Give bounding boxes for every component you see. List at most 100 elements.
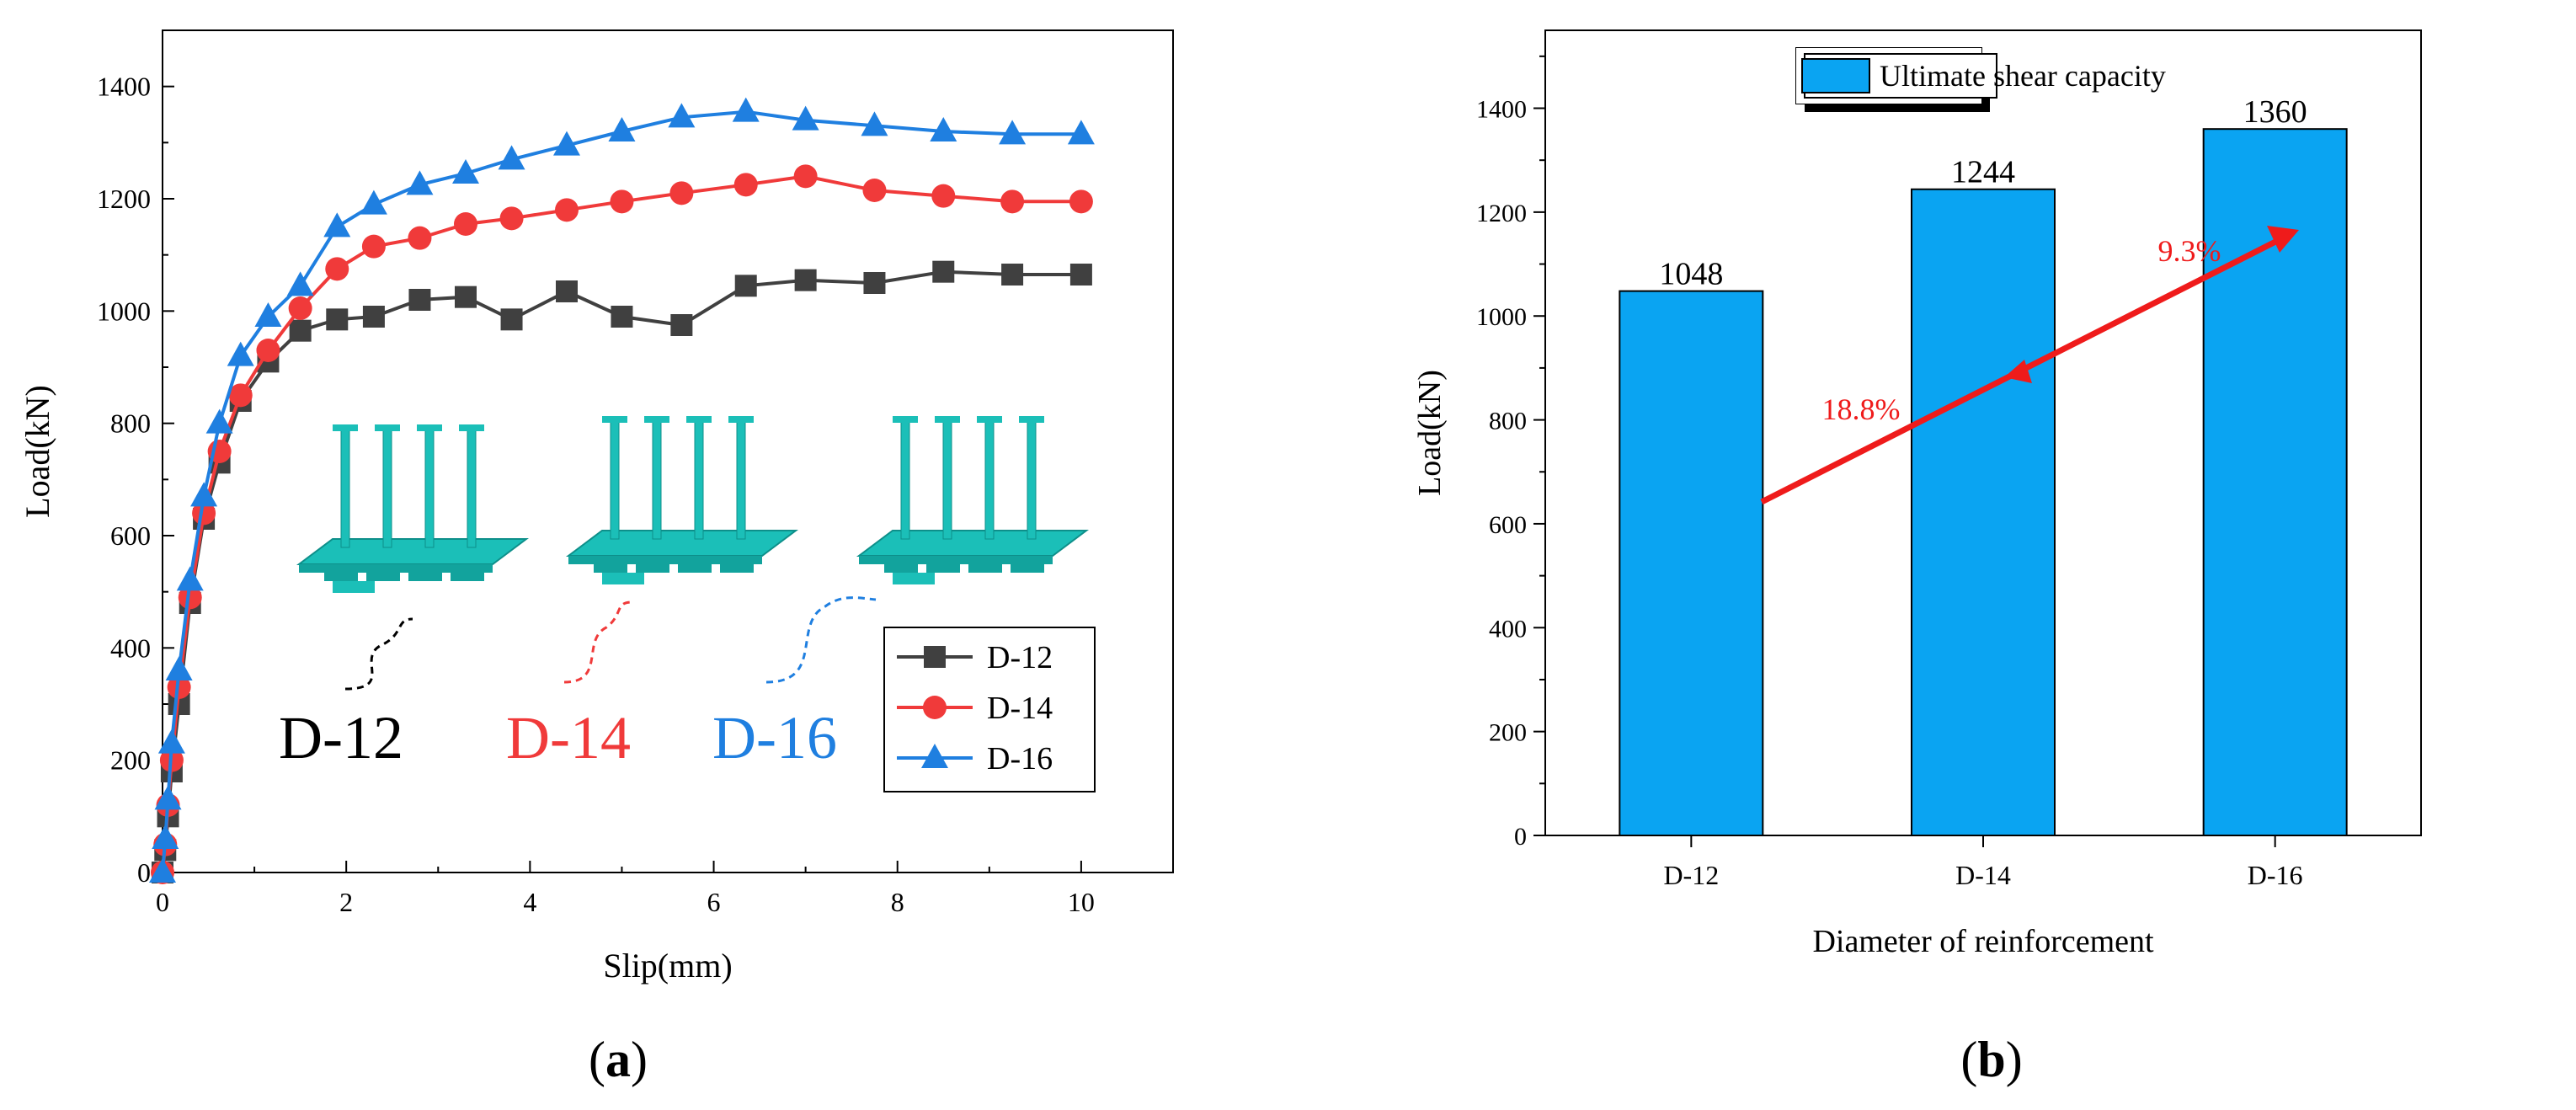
- specimen-models: [296, 416, 1089, 593]
- leader-line-d14: [563, 600, 632, 684]
- y-tick-label-b: 1200: [1476, 200, 1527, 227]
- data-point-d-14: [733, 173, 758, 197]
- y-tick-label-a: 200: [110, 745, 151, 776]
- data-point-d-16: [323, 212, 351, 237]
- y-tick-label-a: 600: [110, 520, 151, 551]
- x-tick-label-a: 6: [707, 887, 721, 917]
- data-point-d-12: [362, 306, 385, 328]
- data-point-d-16: [205, 408, 233, 434]
- data-point-d-16: [286, 271, 314, 296]
- x-tick-label-b: D-16: [2248, 860, 2303, 890]
- x-tick-label-a: 0: [156, 887, 169, 917]
- data-point-d-12: [670, 314, 693, 336]
- data-point-d-16: [861, 111, 888, 136]
- data-point-d-12: [500, 308, 523, 331]
- x-tick-label-a: 4: [523, 887, 536, 917]
- data-point-d-16: [149, 858, 176, 883]
- y-tick-label-a: 1200: [97, 184, 151, 214]
- data-point-d-14: [325, 257, 349, 281]
- data-point-d-16: [452, 159, 479, 184]
- bar-d-14: [1911, 188, 2056, 836]
- bars-group: 1048 1244 1360: [1619, 94, 2348, 837]
- x-tick-label-a: 2: [339, 887, 353, 917]
- y-axis-label-b: Load(kN): [1412, 370, 1448, 496]
- data-point-d-16: [165, 656, 193, 680]
- data-point-d-14: [454, 212, 477, 236]
- legend-a: D-12 D-14 D-16: [883, 627, 1096, 792]
- data-point-d-14: [256, 339, 280, 362]
- data-point-d-14: [1000, 189, 1025, 214]
- data-point-d-16: [157, 728, 185, 754]
- data-point-d-14: [408, 226, 432, 250]
- data-point-d-14: [610, 189, 634, 214]
- data-point-d-14: [1069, 189, 1093, 214]
- data-point-d-12: [289, 319, 312, 342]
- x-tick-label-b: D-12: [1663, 860, 1719, 890]
- legend-label-d-12: D-12: [987, 640, 1053, 675]
- legend-box-a: [883, 627, 1096, 792]
- data-point-d-14: [288, 296, 312, 320]
- y-tick-label-b: 800: [1489, 408, 1527, 435]
- data-point-d-16: [190, 482, 218, 507]
- legend-label-b: Ultimate shear capacity: [1880, 59, 2166, 93]
- y-tick-label-a: 800: [110, 408, 151, 439]
- y-tick-label-b: 400: [1489, 615, 1527, 643]
- specimen-model: [296, 424, 529, 593]
- data-point-d-16: [553, 131, 580, 156]
- data-point-d-12: [932, 260, 955, 283]
- data-point-d-12: [408, 289, 431, 311]
- data-point-d-14: [178, 585, 202, 610]
- specimen-model: [856, 416, 1089, 584]
- growth-arrow-mid-head: [2004, 360, 2032, 383]
- data-point-d-12: [863, 272, 886, 294]
- data-point-d-16: [254, 302, 282, 327]
- x-tick-label-a: 8: [891, 887, 904, 917]
- growth-arrow-end-head: [2267, 226, 2299, 253]
- data-point-d-12: [1001, 264, 1024, 286]
- annotation-d14: D-14: [506, 704, 631, 771]
- y-tick-label-b: 1000: [1476, 303, 1527, 331]
- y-tick-label-b: 0: [1514, 823, 1527, 851]
- legend-label-d-14: D-14: [987, 691, 1053, 726]
- data-point-d-16: [406, 170, 434, 195]
- panel-label-b: (b): [1960, 1032, 2022, 1087]
- data-point-d-16: [360, 189, 387, 215]
- data-point-d-14: [192, 501, 216, 526]
- y-tick-label-a: 400: [110, 632, 151, 663]
- leader-line-d16: [765, 596, 877, 684]
- data-point-d-14: [555, 198, 579, 222]
- data-point-d-12: [1069, 264, 1092, 286]
- data-point-d-14: [669, 181, 694, 205]
- x-tick-label-b: D-14: [1955, 860, 2011, 890]
- data-point-d-16: [930, 117, 957, 141]
- data-point-d-16: [498, 145, 525, 170]
- pct-increase-2: 9.3%: [2158, 234, 2221, 268]
- legend-b: Ultimate shear capacity: [1795, 47, 2166, 112]
- y-tick-label-a: 1000: [97, 296, 151, 326]
- data-point-d-12: [326, 308, 349, 331]
- data-point-d-12: [455, 286, 477, 308]
- data-point-d-14: [228, 383, 253, 408]
- bar-value-label-d-12: 1048: [1659, 257, 1723, 292]
- legend-marker-d-14: [923, 696, 947, 719]
- data-point-d-14: [361, 234, 386, 259]
- data-point-d-16: [1067, 120, 1095, 145]
- y-axis-label-a: Load(kN): [19, 385, 56, 518]
- data-point-d-14: [793, 164, 818, 189]
- data-point-d-14: [499, 206, 524, 231]
- data-point-d-16: [227, 341, 254, 366]
- y-tick-label-a: 0: [137, 857, 151, 888]
- legend-marker-d-16: [921, 744, 948, 768]
- data-point-d-16: [152, 824, 179, 849]
- y-tick-label-b: 200: [1489, 719, 1527, 747]
- pct-increase-1: 18.8%: [1822, 392, 1901, 426]
- y-tick-label-b: 1400: [1476, 96, 1527, 124]
- data-point-d-12: [556, 280, 578, 302]
- y-tick-label-b: 600: [1489, 511, 1527, 539]
- axes-b: 0 200 400 600 800 1000 1200 1400 D-12 D-14 D-16: [1476, 55, 2303, 890]
- data-point-d-16: [176, 566, 204, 591]
- data-point-d-12: [611, 306, 633, 328]
- x-tick-label-a: 10: [1068, 887, 1095, 917]
- data-point-d-16: [732, 97, 760, 122]
